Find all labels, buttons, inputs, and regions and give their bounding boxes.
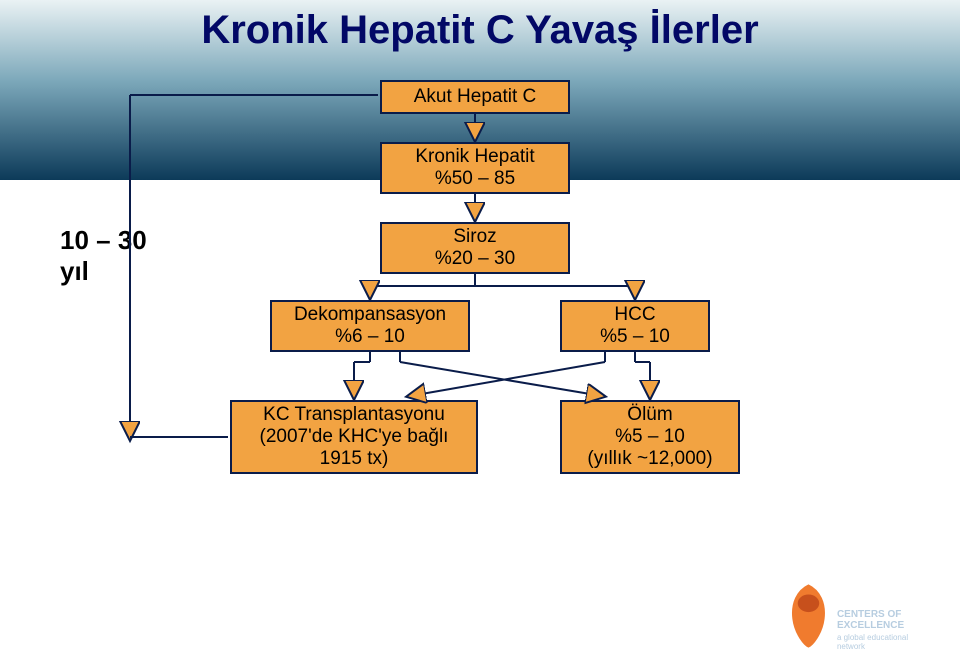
citation-text: Alberti A et al. bbox=[32, 547, 128, 564]
logo-tagline: a global educational network bbox=[837, 633, 936, 651]
page-title: Kronik Hepatit C Yavaş İlerler bbox=[0, 8, 960, 53]
node-text: Ölüm bbox=[627, 404, 672, 426]
brand-logo: Hepatitis CENTERS OF EXCELLENCE a global… bbox=[786, 561, 936, 651]
citation-text: Centers for Disease Control and Preventi… bbox=[32, 585, 592, 604]
node-acute-hepatitis: Akut Hepatit C bbox=[380, 80, 570, 114]
logo-sub-text: CENTERS OF bbox=[837, 609, 901, 620]
timeline-label-line1: 10 – 30 bbox=[60, 225, 147, 256]
node-decompensation: Dekompansasyon %6 – 10 bbox=[270, 300, 470, 352]
timeline-label: 10 – 30 yıl bbox=[60, 225, 147, 287]
node-text: Siroz bbox=[453, 226, 496, 248]
node-cirrhosis: Siroz %20 – 30 bbox=[380, 222, 570, 274]
node-text: HCC bbox=[614, 304, 655, 326]
node-text: Kronik Hepatit bbox=[415, 146, 534, 168]
node-text: (2007'de KHC'ye bağlı bbox=[260, 426, 449, 448]
node-hcc: HCC %5 – 10 bbox=[560, 300, 710, 352]
citation-text: http://www.cdc.gov/hepatitis/HCV/Statist… bbox=[32, 604, 592, 623]
node-text: KC Transplantasyonu bbox=[263, 404, 445, 426]
node-text: 1915 tx) bbox=[320, 448, 389, 470]
node-chronic-hepatitis: Kronik Hepatit %50 – 85 bbox=[380, 142, 570, 194]
node-text: %5 – 10 bbox=[615, 426, 685, 448]
node-text: %5 – 10 bbox=[600, 326, 670, 348]
node-transplant: KC Transplantasyonu (2007'de KHC'ye bağl… bbox=[230, 400, 478, 474]
citation-text: Giriş tarihi 15/07/11. bbox=[32, 622, 592, 641]
citation-text: Med Clin North Am 2009;93:931-950. bbox=[252, 566, 500, 583]
citation-text: Aliment Pharmacol Ther 2005;22(Suppl 2):… bbox=[128, 547, 455, 564]
node-text: %20 – 30 bbox=[435, 248, 515, 270]
node-text: Dekompansasyon bbox=[294, 304, 446, 326]
logo-brand-text: Hepatitis bbox=[837, 585, 936, 611]
node-death: Ölüm %5 – 10 (yıllık ~12,000) bbox=[560, 400, 740, 474]
timeline-label-line2: yıl bbox=[60, 256, 147, 287]
citation-text: Gallegos-Orozco JF, Vargas HE. bbox=[32, 566, 252, 583]
liver-icon bbox=[786, 581, 831, 651]
logo-subtitle: CENTERS OF EXCELLENCE bbox=[837, 609, 936, 631]
node-text: Akut Hepatit C bbox=[414, 86, 537, 108]
node-text: (yıllık ~12,000) bbox=[587, 448, 712, 470]
node-text: %50 – 85 bbox=[435, 168, 515, 190]
node-text: %6 – 10 bbox=[335, 326, 405, 348]
logo-sub-text: EXCELLENCE bbox=[837, 620, 904, 631]
citation-block: Alberti A et al. Aliment Pharmacol Ther … bbox=[32, 547, 592, 641]
